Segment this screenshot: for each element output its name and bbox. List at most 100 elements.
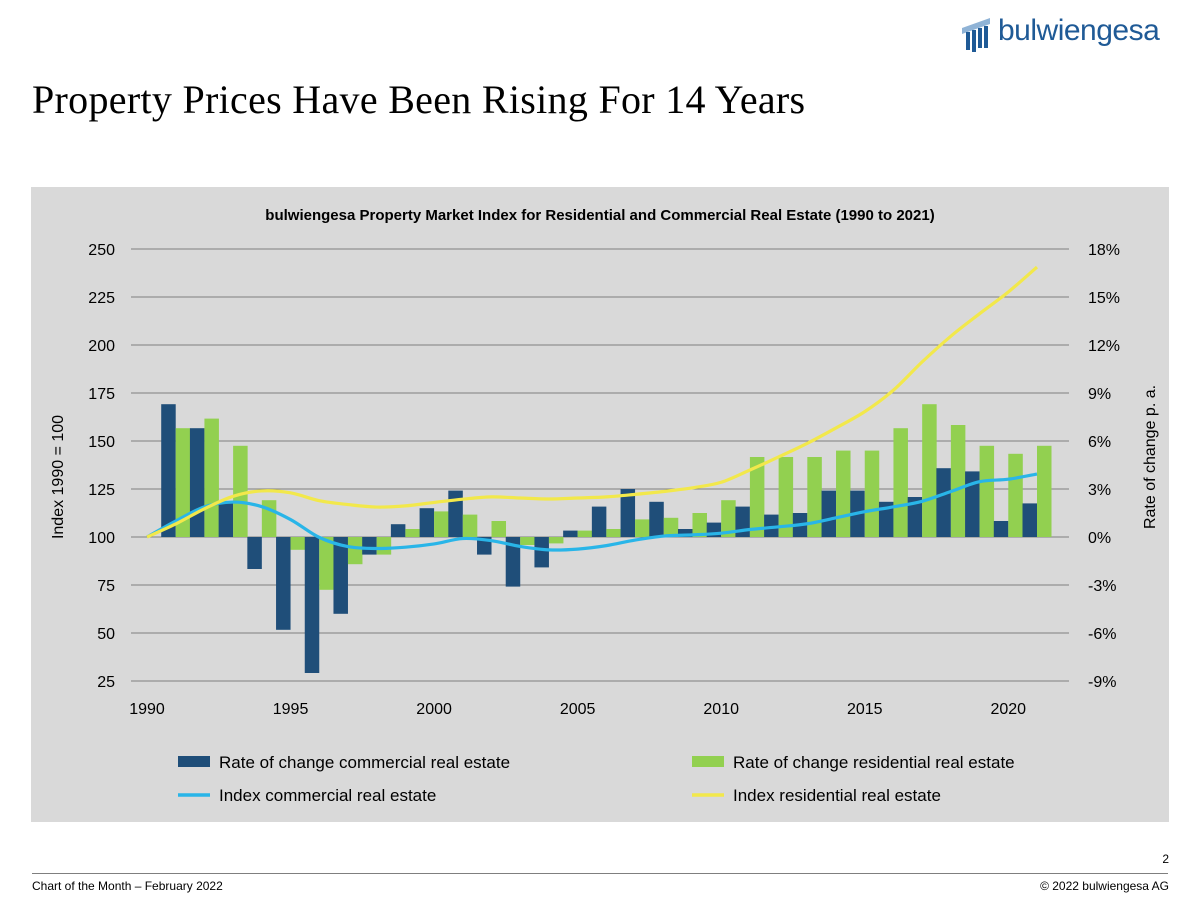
y-right-tick-label: 6% bbox=[1088, 434, 1111, 451]
bar-residential bbox=[922, 404, 937, 537]
bar-residential bbox=[319, 537, 334, 590]
bar-residential bbox=[491, 521, 507, 537]
bar-commercial bbox=[304, 537, 320, 673]
chart-title: bulwiengesa Property Market Index for Re… bbox=[265, 207, 934, 224]
x-axis: 1990 1995 2000 2005 2010 2015 2020 bbox=[129, 701, 1026, 718]
legend-commercial-rate: Rate of change commercial real estate bbox=[178, 753, 510, 772]
bar-residential bbox=[807, 457, 822, 537]
bar-commercial bbox=[677, 529, 693, 537]
y-left-tick-label: 25 bbox=[97, 674, 115, 691]
bar-commercial bbox=[649, 501, 664, 537]
bar-residential bbox=[548, 537, 564, 544]
x-tick-label: 1990 bbox=[129, 701, 165, 718]
bar-residential bbox=[434, 511, 449, 537]
bar-residential bbox=[635, 519, 650, 537]
bar-residential bbox=[864, 450, 880, 537]
bar-commercial bbox=[563, 530, 578, 537]
y-right-tick-label: -6% bbox=[1088, 626, 1116, 643]
legend-swatch bbox=[692, 756, 724, 767]
legend-label: Rate of change residential real estate bbox=[733, 753, 1015, 772]
y-axis-left-label: Index 1990 = 100 bbox=[50, 415, 67, 539]
bar-commercial bbox=[189, 428, 205, 537]
bar-residential bbox=[721, 500, 736, 537]
footer-divider bbox=[32, 873, 1168, 874]
chart-svg: bulwiengesa Property Market Index for Re… bbox=[50, 207, 1159, 805]
y-left-tick-label: 150 bbox=[88, 434, 115, 451]
legend-label: Rate of change commercial real estate bbox=[219, 753, 510, 772]
y-left-tick-label: 225 bbox=[88, 290, 115, 307]
y-axis-left: 250 225 200 175 150 125 100 75 50 25 bbox=[88, 242, 115, 691]
y-left-tick-label: 125 bbox=[88, 482, 115, 499]
legend-residential-index: Index residential real estate bbox=[692, 786, 941, 805]
bar-commercial bbox=[161, 404, 176, 537]
bar-series bbox=[161, 404, 1052, 673]
bar-commercial bbox=[333, 537, 348, 614]
bar-commercial bbox=[534, 537, 549, 568]
line-series bbox=[146, 265, 1039, 552]
page-number: 2 bbox=[1162, 852, 1169, 866]
bar-residential bbox=[1008, 453, 1023, 537]
y-right-tick-label: -3% bbox=[1088, 578, 1116, 595]
y-axis-right: 18% 15% 12% 9% 6% 3% 0% -3% -6% -9% bbox=[1088, 242, 1120, 691]
bar-commercial bbox=[764, 514, 779, 537]
bar-residential bbox=[979, 445, 995, 537]
y-left-tick-label: 175 bbox=[88, 386, 115, 403]
bar-commercial bbox=[247, 537, 262, 569]
bar-commercial bbox=[993, 521, 1009, 537]
footer-copyright: © 2022 bulwiengesa AG bbox=[1040, 879, 1169, 893]
bar-residential bbox=[462, 514, 478, 537]
bar-residential bbox=[175, 428, 191, 537]
bar-commercial bbox=[878, 501, 894, 537]
x-tick-label: 2020 bbox=[990, 701, 1026, 718]
bar-commercial bbox=[821, 490, 837, 537]
x-tick-label: 2005 bbox=[560, 701, 596, 718]
bar-commercial bbox=[936, 468, 951, 537]
bar-commercial bbox=[620, 489, 636, 537]
bar-residential bbox=[778, 457, 794, 537]
bar-commercial bbox=[448, 490, 463, 537]
bar-commercial bbox=[505, 537, 521, 587]
bar-commercial bbox=[1022, 503, 1037, 537]
bar-commercial bbox=[591, 506, 607, 537]
x-tick-label: 2010 bbox=[703, 701, 739, 718]
legend-residential-rate: Rate of change residential real estate bbox=[692, 753, 1015, 772]
x-tick-label: 1995 bbox=[273, 701, 309, 718]
bar-residential bbox=[520, 537, 535, 545]
bar-residential bbox=[950, 425, 966, 537]
bar-residential bbox=[836, 450, 851, 537]
y-left-tick-label: 50 bbox=[97, 626, 115, 643]
bar-commercial bbox=[965, 471, 980, 537]
y-axis-right-label: Rate of change p. a. bbox=[1142, 385, 1159, 529]
bar-commercial bbox=[218, 503, 234, 537]
line-residential-index bbox=[146, 265, 1039, 539]
y-right-tick-label: 3% bbox=[1088, 482, 1111, 499]
bar-commercial bbox=[907, 497, 923, 537]
y-right-tick-label: -9% bbox=[1088, 674, 1116, 691]
bar-residential bbox=[1037, 445, 1052, 537]
legend-label: Index commercial real estate bbox=[219, 786, 436, 805]
bar-residential bbox=[577, 530, 593, 537]
page-title: Property Prices Have Been Rising For 14 … bbox=[32, 77, 806, 122]
bar-residential bbox=[405, 529, 420, 537]
bar-commercial bbox=[276, 537, 291, 630]
y-left-tick-label: 250 bbox=[88, 242, 115, 259]
y-left-tick-label: 200 bbox=[88, 338, 115, 355]
bar-residential bbox=[376, 537, 392, 555]
legend: Rate of change commercial real estate Rat… bbox=[178, 753, 1015, 805]
bar-residential bbox=[893, 428, 908, 537]
bar-residential bbox=[204, 418, 219, 537]
bar-commercial bbox=[390, 524, 406, 537]
y-left-tick-label: 100 bbox=[88, 530, 115, 547]
bar-residential bbox=[290, 537, 306, 550]
x-tick-label: 2000 bbox=[416, 701, 452, 718]
bar-residential bbox=[749, 457, 765, 537]
y-left-tick-label: 75 bbox=[97, 578, 115, 595]
brand-logo-icon bbox=[962, 18, 990, 52]
footer-caption: Chart of the Month – February 2022 bbox=[32, 879, 223, 893]
bar-residential bbox=[606, 529, 621, 537]
gridlines bbox=[131, 248, 1069, 682]
legend-commercial-index: Index commercial real estate bbox=[178, 786, 436, 805]
bar-residential bbox=[233, 445, 248, 537]
bar-commercial bbox=[419, 508, 435, 537]
y-right-tick-label: 18% bbox=[1088, 242, 1120, 259]
